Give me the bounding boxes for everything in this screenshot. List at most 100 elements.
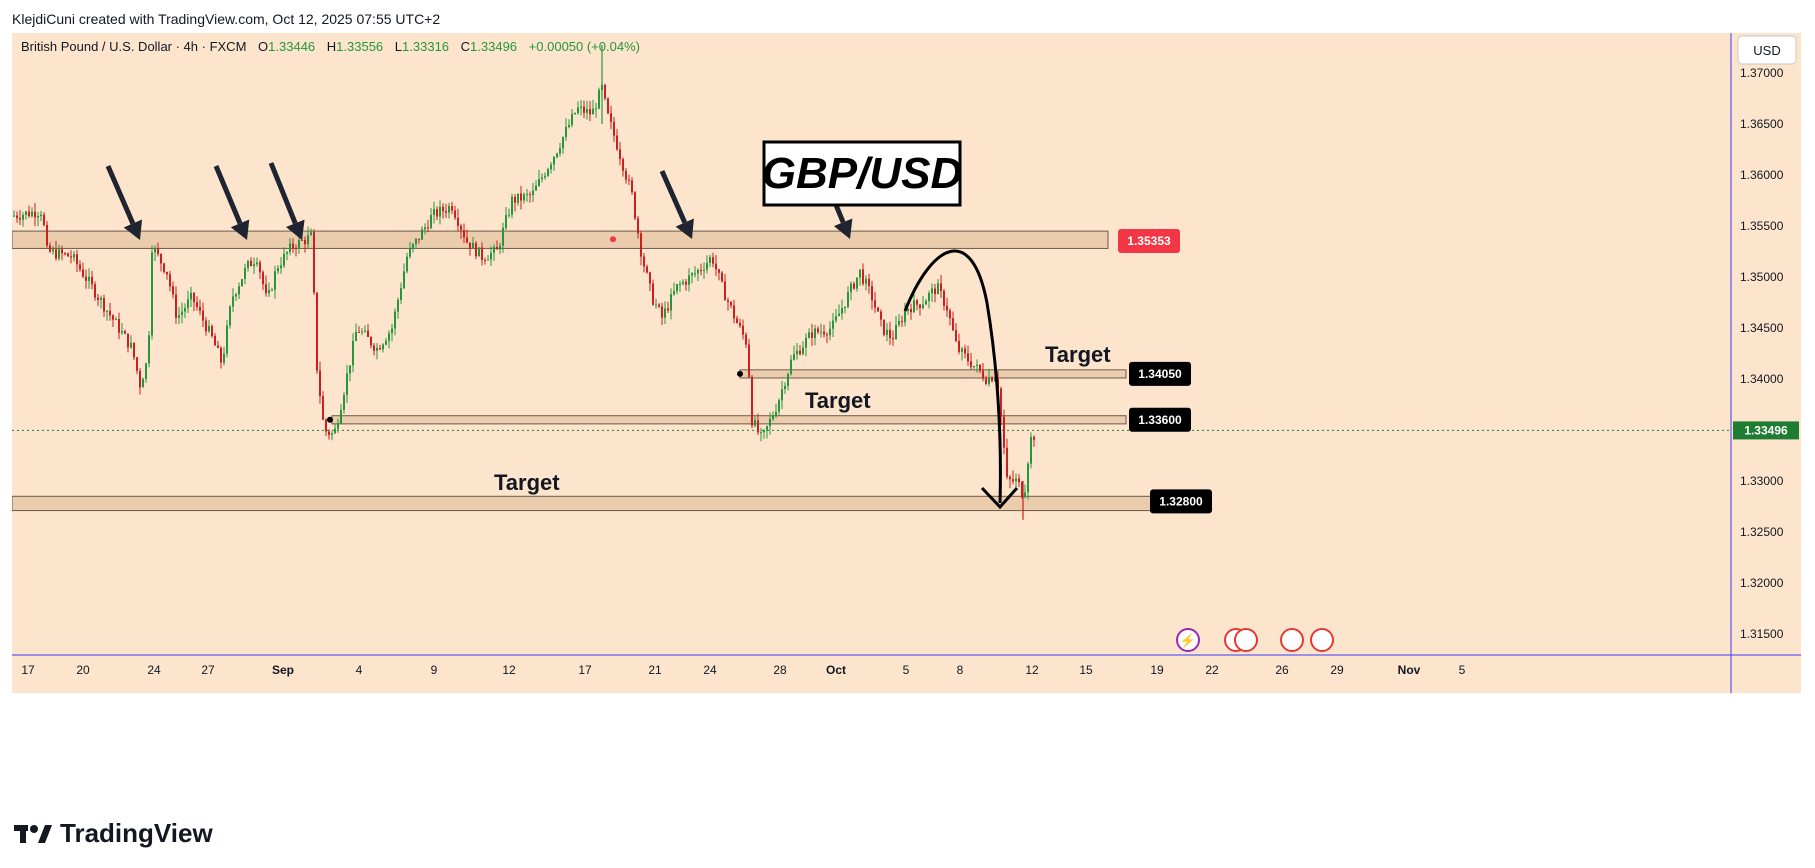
candle-body [652, 283, 654, 305]
candle-body [571, 113, 573, 126]
candle-body [721, 272, 723, 282]
candle-body [232, 296, 234, 307]
candle-body [487, 259, 489, 261]
candle-body [85, 276, 87, 281]
event-icons[interactable]: ⚡ [1176, 628, 1334, 652]
candle-body [226, 325, 228, 354]
candle-body [754, 420, 756, 426]
target-zone-2 [331, 415, 1127, 425]
y-tick-label: 1.37000 [1740, 66, 1784, 80]
uk-flag-icon [1280, 628, 1304, 652]
candle-body [598, 90, 600, 109]
lightning-glyph: ⚡ [1180, 633, 1196, 649]
candle-body [265, 284, 267, 294]
candle-body [1024, 492, 1026, 498]
target-label-top: Target [1045, 342, 1111, 367]
candle-body [40, 214, 42, 217]
candle-body [709, 257, 711, 263]
arrow-head [286, 219, 305, 240]
candle-body [79, 264, 81, 270]
candle-body [253, 264, 255, 267]
x-tick-label: 5 [1459, 663, 1466, 677]
currency-button[interactable]: USD [1737, 35, 1797, 65]
candle-body [976, 364, 978, 366]
candle-body [94, 284, 96, 298]
candle-body [697, 270, 699, 274]
candle-body [907, 308, 909, 312]
candle-body [148, 335, 150, 364]
candle-body [364, 330, 366, 332]
candle-body [760, 432, 762, 434]
y-tick-label: 1.35000 [1740, 270, 1784, 284]
candle-body [298, 239, 300, 249]
candle-body [304, 239, 306, 245]
candle-body [739, 323, 741, 326]
y-tick-label: 1.36500 [1740, 117, 1784, 131]
candle-body [625, 170, 627, 180]
candle-body [676, 284, 678, 292]
chart-area[interactable]: 1.37000 1.36500 1.36000 1.35500 1.35000 1.345… [11, 33, 1801, 793]
candle-body [193, 292, 195, 303]
candle-body [121, 331, 123, 333]
x-tick-label: 12 [1025, 663, 1039, 677]
tradingview-logo[interactable]: TradingView [14, 818, 213, 849]
candle-body [511, 196, 513, 215]
target-zone-1 [739, 369, 1127, 379]
candle-body [343, 394, 345, 410]
candle-body [280, 265, 282, 269]
candle-body [670, 294, 672, 311]
price-chart[interactable]: 1.37000 1.36500 1.36000 1.35500 1.35000 1.345… [11, 33, 1801, 693]
candle-body [160, 253, 162, 264]
x-tick-label: 24 [703, 663, 717, 677]
candle-body [742, 325, 744, 335]
candle-body [34, 211, 36, 218]
candle-body [13, 215, 15, 217]
candle-body [367, 330, 369, 337]
candle-body [820, 331, 822, 333]
candle-body [862, 269, 864, 284]
chart-legend: British Pound / U.S. Dollar · 4h · FXCM … [21, 39, 640, 54]
candle-body [895, 324, 897, 340]
candle-body [919, 304, 921, 309]
y-tick-label: 1.32000 [1740, 576, 1784, 590]
legend-low: 1.33316 [402, 39, 449, 54]
candle-body [406, 256, 408, 272]
candle-body [778, 400, 780, 412]
candle-body [457, 217, 459, 226]
candle-body [841, 308, 843, 314]
candle-body [607, 98, 609, 114]
candle-body [238, 286, 240, 295]
candles-layer [13, 45, 1035, 520]
candle-body [1027, 463, 1029, 493]
arrow-head [833, 218, 853, 239]
candle-body [802, 347, 804, 355]
candle-body [646, 266, 648, 273]
legend-high-label: H [327, 39, 336, 54]
candle-body [526, 194, 528, 196]
candle-body [127, 333, 129, 348]
candle-body [853, 283, 855, 289]
candle-body [472, 242, 474, 249]
candle-body [76, 254, 78, 265]
candle-body [832, 320, 834, 329]
candle-body [373, 345, 375, 351]
candle-body [199, 306, 201, 311]
candle-body [658, 304, 660, 307]
candle-body [358, 331, 360, 333]
target-label-bottom: Target [494, 470, 560, 495]
candle-body [928, 293, 930, 301]
level-label-target-1 [1129, 361, 1191, 386]
candle-body [289, 243, 291, 253]
price-axis: 1.37000 1.36500 1.36000 1.35500 1.35000 1.345… [1740, 66, 1784, 641]
candle-body [910, 308, 912, 313]
candle-body [22, 215, 24, 220]
candle-body [643, 256, 645, 267]
resistance-zone [11, 230, 1109, 249]
candle-body [904, 311, 906, 323]
candle-body [595, 108, 597, 110]
candle-body [97, 297, 99, 300]
candle-body [715, 263, 717, 270]
candle-body [835, 316, 837, 321]
candle-body [610, 113, 612, 122]
level-label-target-3 [1150, 489, 1212, 514]
